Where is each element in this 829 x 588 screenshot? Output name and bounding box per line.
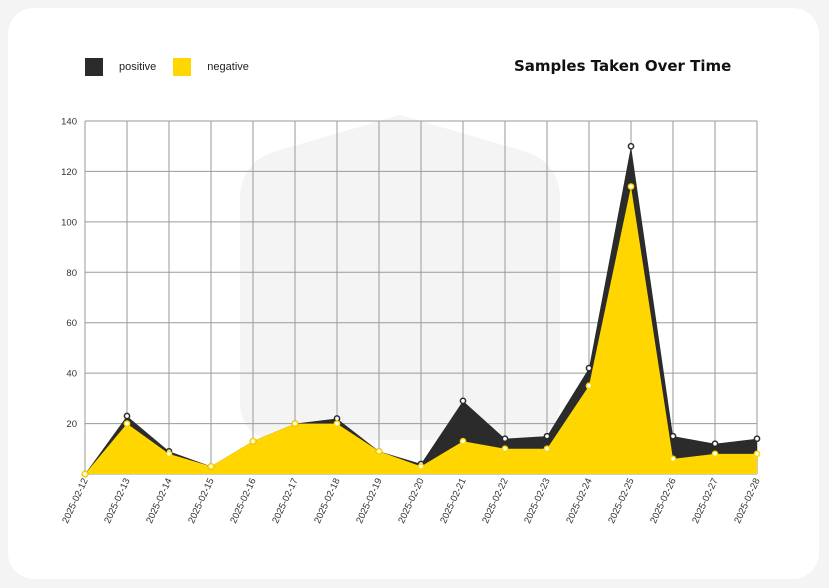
x-tick-label: 2025-02-22 [480,477,511,526]
point-negative [249,437,257,445]
point-negative [207,463,215,470]
point-positive [627,142,635,150]
point-negative [501,445,509,453]
point-negative [417,463,425,470]
point-positive [543,432,551,440]
point-negative [333,420,341,427]
point-positive [123,412,131,420]
point-negative [291,420,299,427]
point-negative [543,445,551,453]
point-negative [459,437,467,445]
x-tick-label: 2025-02-12 [60,477,91,526]
chart-card [8,8,819,579]
point-negative [627,183,635,190]
legend-item-negative[interactable]: negative [173,58,249,76]
legend-label-negative: negative [207,61,249,73]
watermark-logo [240,115,560,440]
y-tick-label: 80 [66,268,77,279]
x-tick-label: 2025-02-20 [396,477,427,526]
chart-title: Samples Taken Over Time [514,57,732,75]
legend: positive negative [85,58,266,76]
point-negative [711,450,719,458]
point-positive [585,364,593,372]
point-positive [669,432,677,440]
x-tick-label: 2025-02-27 [690,477,721,526]
point-positive [501,435,509,443]
x-tick-label: 2025-02-25 [606,477,637,526]
x-tick-label: 2025-02-21 [438,477,469,526]
x-tick-label: 2025-02-15 [186,477,217,526]
x-tick-label: 2025-02-19 [354,477,385,526]
y-tick-label: 120 [61,167,77,178]
point-negative [753,450,761,458]
point-positive [711,440,719,448]
x-tick-label: 2025-02-28 [732,477,763,526]
point-negative [81,470,89,478]
x-tick-label: 2025-02-23 [522,477,553,526]
point-negative [375,447,383,455]
y-tick-label: 140 [61,117,77,128]
watermark-shape [240,115,560,440]
point-negative [585,382,593,390]
point-negative [165,450,173,458]
x-tick-label: 2025-02-18 [312,477,343,526]
x-tick-label: 2025-02-14 [144,477,175,526]
x-tick-label: 2025-02-13 [102,477,133,526]
legend-swatch-negative [173,58,192,76]
point-positive [753,435,761,443]
x-tick-label: 2025-02-26 [648,477,679,526]
legend-item-positive[interactable]: positive [85,58,156,76]
area-negative [85,186,757,475]
y-tick-label: 20 [66,419,77,430]
point-negative [669,455,677,463]
x-tick-label: 2025-02-16 [228,477,259,526]
x-tick-label: 2025-02-24 [564,477,595,526]
x-tick-label: 2025-02-17 [270,477,301,526]
y-tick-label: 40 [66,369,77,380]
point-positive [459,397,467,405]
y-tick-label: 60 [66,318,77,329]
legend-swatch-positive [85,58,103,76]
point-negative [123,420,131,427]
y-tick-label: 100 [61,217,77,228]
legend-label-positive: positive [119,61,157,73]
